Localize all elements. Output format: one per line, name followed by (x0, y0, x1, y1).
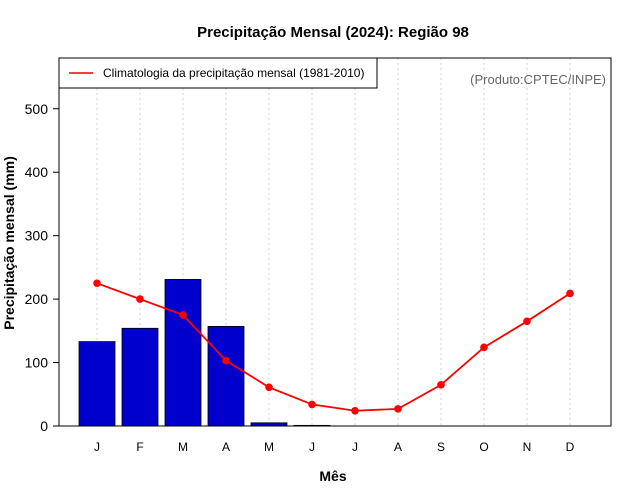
x-tick-label: J (309, 440, 315, 454)
chart-title: Precipitação Mensal (2024): Região 98 (197, 24, 469, 41)
climatology-polyline (96, 282, 571, 412)
legend-label-climatology: Climatologia da precipitação mensal (198… (103, 66, 364, 80)
climatology-point (523, 317, 531, 326)
x-tick-label: A (222, 440, 230, 454)
x-tick-label: J (352, 440, 358, 454)
climatology-point (136, 295, 144, 303)
x-tick-label: O (479, 440, 488, 454)
climatology-point (179, 311, 187, 319)
y-tick-label: 400 (25, 164, 49, 180)
climatology-point (480, 343, 488, 352)
climatology-point (265, 383, 273, 392)
climatology-point (351, 406, 359, 415)
y-tick-label: 0 (40, 418, 48, 434)
x-tick-label: M (264, 440, 274, 454)
climatology-point (222, 356, 230, 365)
x-tick-label: N (523, 440, 532, 454)
y-tick-label: 500 (25, 101, 49, 117)
x-tick-label: D (566, 440, 575, 454)
x-tick-label: S (437, 440, 445, 454)
y-tick-label: 200 (25, 291, 49, 307)
x-tick-label: J (94, 440, 100, 454)
climatology-point (308, 400, 316, 409)
x-axis-title: Mês (319, 468, 346, 484)
bars (78, 279, 331, 427)
bar-0 (78, 341, 116, 427)
climatology-point (93, 279, 101, 288)
credit-text: (Produto:CPTEC/INPE) (470, 72, 606, 87)
climatology-line (96, 282, 571, 412)
y-axis: 0 100 200 300 400 500 (25, 101, 59, 434)
x-tick-label: M (178, 440, 188, 454)
x-tick-label: A (394, 440, 402, 454)
legend-box (58, 57, 378, 89)
bar-3 (207, 325, 245, 427)
bar-2 (164, 279, 202, 427)
climatology-point (394, 405, 402, 413)
x-tick-label: F (136, 440, 143, 454)
climatology-point (566, 289, 574, 298)
y-tick-label: 100 (25, 355, 49, 371)
bar-1 (121, 327, 159, 427)
climatology-point (437, 380, 445, 389)
y-tick-label: 300 (25, 228, 49, 244)
y-axis-title: Precipitação mensal (mm) (1, 156, 17, 330)
legend: Climatologia da precipitação mensal (198… (58, 57, 378, 89)
climatology-points (93, 279, 574, 415)
